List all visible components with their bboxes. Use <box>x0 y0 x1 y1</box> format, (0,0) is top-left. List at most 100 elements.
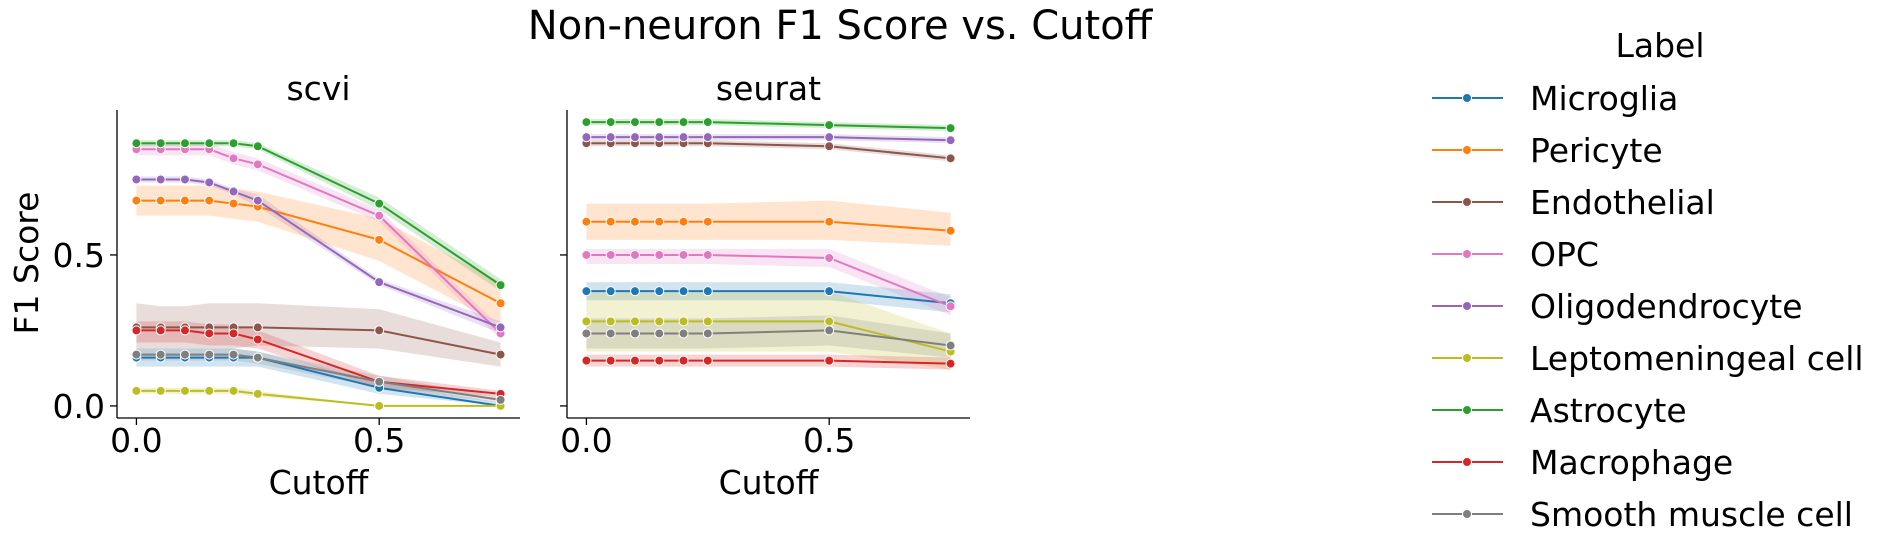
data-point-scvi-macrophage-1 <box>155 325 166 336</box>
ci-band-seurat-opc <box>586 248 951 316</box>
data-point-scvi-pericyte-6 <box>374 234 385 245</box>
data-point-scvi-smooth-muscle-cell-2 <box>179 349 190 360</box>
data-point-scvi-opc-6 <box>374 210 385 221</box>
ci-band-seurat-pericyte <box>586 200 951 246</box>
data-point-scvi-macrophage-2 <box>179 325 190 336</box>
legend-marker-pericyte <box>1462 145 1472 155</box>
series-seurat-oligodendrocyte <box>581 132 956 146</box>
data-point-seurat-microglia-2 <box>629 286 640 297</box>
data-point-seurat-astrocyte-6 <box>824 120 835 131</box>
data-point-scvi-smooth-muscle-cell-7 <box>495 394 506 405</box>
data-point-scvi-macrophage-4 <box>228 328 239 339</box>
data-point-seurat-opc-3 <box>654 249 665 260</box>
data-point-scvi-oligodendrocyte-0 <box>131 174 142 185</box>
data-point-scvi-smooth-muscle-cell-6 <box>374 376 385 387</box>
series-scvi-astrocyte <box>131 138 506 291</box>
series-seurat-pericyte <box>581 216 956 236</box>
data-point-seurat-leptomeningeal-cell-3 <box>654 316 665 327</box>
data-point-seurat-smooth-muscle-cell-4 <box>678 328 689 339</box>
legend-label-astrocyte: Astrocyte <box>1530 391 1687 430</box>
legend-label-microglia: Microglia <box>1530 79 1678 118</box>
data-point-seurat-microglia-4 <box>678 286 689 297</box>
data-point-seurat-macrophage-4 <box>678 355 689 366</box>
data-point-seurat-oligodendrocyte-2 <box>629 132 640 143</box>
data-point-seurat-macrophage-2 <box>629 355 640 366</box>
legend-item-opc: OPC <box>1432 235 1599 274</box>
data-point-seurat-pericyte-3 <box>654 216 665 227</box>
legend-item-smooth-muscle-cell: Smooth muscle cell <box>1432 495 1853 534</box>
data-point-seurat-opc-2 <box>629 249 640 260</box>
data-point-scvi-pericyte-3 <box>204 195 215 206</box>
legend-label-endothelial: Endothelial <box>1530 183 1715 222</box>
ci-band-seurat-macrophage <box>586 354 951 370</box>
ci-band-scvi-endothelial <box>136 303 501 367</box>
data-point-scvi-oligodendrocyte-4 <box>228 186 239 197</box>
data-point-seurat-leptomeningeal-cell-2 <box>629 316 640 327</box>
legend-item-astrocyte: Astrocyte <box>1432 391 1687 430</box>
x-axis-label-seurat: Cutoff <box>719 463 820 502</box>
data-point-seurat-pericyte-5 <box>702 216 713 227</box>
panel-title-seurat: seurat <box>716 69 821 108</box>
ci-band-scvi-leptomeningeal-cell <box>136 387 501 406</box>
data-point-seurat-pericyte-7 <box>945 225 956 236</box>
legend-item-leptomeningeal-cell: Leptomeningeal cell <box>1432 339 1864 378</box>
data-point-seurat-oligodendrocyte-4 <box>678 132 689 143</box>
data-point-scvi-leptomeningeal-cell-6 <box>374 400 385 411</box>
data-point-seurat-pericyte-6 <box>824 216 835 227</box>
x-tick-label-scvi-0: 0.0 <box>110 421 162 460</box>
data-point-scvi-pericyte-4 <box>228 198 239 209</box>
legend-label-smooth-muscle-cell: Smooth muscle cell <box>1530 495 1853 534</box>
legend-label-opc: OPC <box>1530 235 1599 274</box>
data-point-scvi-smooth-muscle-cell-4 <box>228 349 239 360</box>
data-point-scvi-pericyte-7 <box>495 298 506 309</box>
legend-item-macrophage: Macrophage <box>1432 443 1733 482</box>
data-point-seurat-leptomeningeal-cell-1 <box>605 316 616 327</box>
data-point-seurat-oligodendrocyte-6 <box>824 132 835 143</box>
data-point-seurat-macrophage-6 <box>824 355 835 366</box>
series-seurat-microglia <box>581 286 956 309</box>
data-point-seurat-smooth-muscle-cell-5 <box>702 328 713 339</box>
y-axis-label: F1 Score <box>7 192 46 335</box>
data-point-scvi-opc-5 <box>252 159 263 170</box>
data-point-seurat-opc-7 <box>945 301 956 312</box>
data-point-scvi-oligodendrocyte-7 <box>495 322 506 333</box>
data-point-scvi-smooth-muscle-cell-0 <box>131 349 142 360</box>
data-point-seurat-opc-1 <box>605 249 616 260</box>
data-point-scvi-pericyte-0 <box>131 195 142 206</box>
legend-item-endothelial: Endothelial <box>1432 183 1715 222</box>
data-point-scvi-leptomeningeal-cell-2 <box>179 385 190 396</box>
ci-band-scvi-smooth-muscle-cell <box>136 348 501 403</box>
data-point-seurat-endothelial-6 <box>824 141 835 152</box>
data-point-seurat-macrophage-0 <box>581 355 592 366</box>
data-point-seurat-oligodendrocyte-1 <box>605 132 616 143</box>
data-point-seurat-opc-4 <box>678 249 689 260</box>
data-point-seurat-pericyte-2 <box>629 216 640 227</box>
legend-label-leptomeningeal-cell: Leptomeningeal cell <box>1530 339 1864 378</box>
data-point-seurat-smooth-muscle-cell-7 <box>945 340 956 351</box>
data-point-scvi-leptomeningeal-cell-3 <box>204 385 215 396</box>
data-point-scvi-astrocyte-2 <box>179 138 190 149</box>
data-point-seurat-astrocyte-5 <box>702 117 713 128</box>
data-point-seurat-leptomeningeal-cell-5 <box>702 316 713 327</box>
data-point-seurat-endothelial-7 <box>945 153 956 164</box>
series-seurat-macrophage <box>581 355 956 369</box>
legend-marker-astrocyte <box>1462 405 1472 415</box>
data-point-scvi-pericyte-2 <box>179 195 190 206</box>
series-seurat-astrocyte <box>581 117 956 134</box>
data-point-seurat-macrophage-7 <box>945 358 956 369</box>
data-point-seurat-leptomeningeal-cell-6 <box>824 316 835 327</box>
legend-marker-opc <box>1462 249 1472 259</box>
y-tick-label-0: 0.0 <box>53 387 105 426</box>
data-point-seurat-astrocyte-2 <box>629 117 640 128</box>
data-point-scvi-smooth-muscle-cell-5 <box>252 352 263 363</box>
series-seurat-opc <box>581 249 956 312</box>
data-point-scvi-astrocyte-7 <box>495 280 506 291</box>
legend-marker-endothelial <box>1462 197 1472 207</box>
legend-marker-leptomeningeal-cell <box>1462 353 1472 363</box>
legend-label-pericyte: Pericyte <box>1530 131 1663 170</box>
legend-item-oligodendrocyte: Oligodendrocyte <box>1432 287 1803 326</box>
legend-label-macrophage: Macrophage <box>1530 443 1733 482</box>
legend-item-pericyte: Pericyte <box>1432 131 1663 170</box>
data-point-scvi-endothelial-7 <box>495 349 506 360</box>
